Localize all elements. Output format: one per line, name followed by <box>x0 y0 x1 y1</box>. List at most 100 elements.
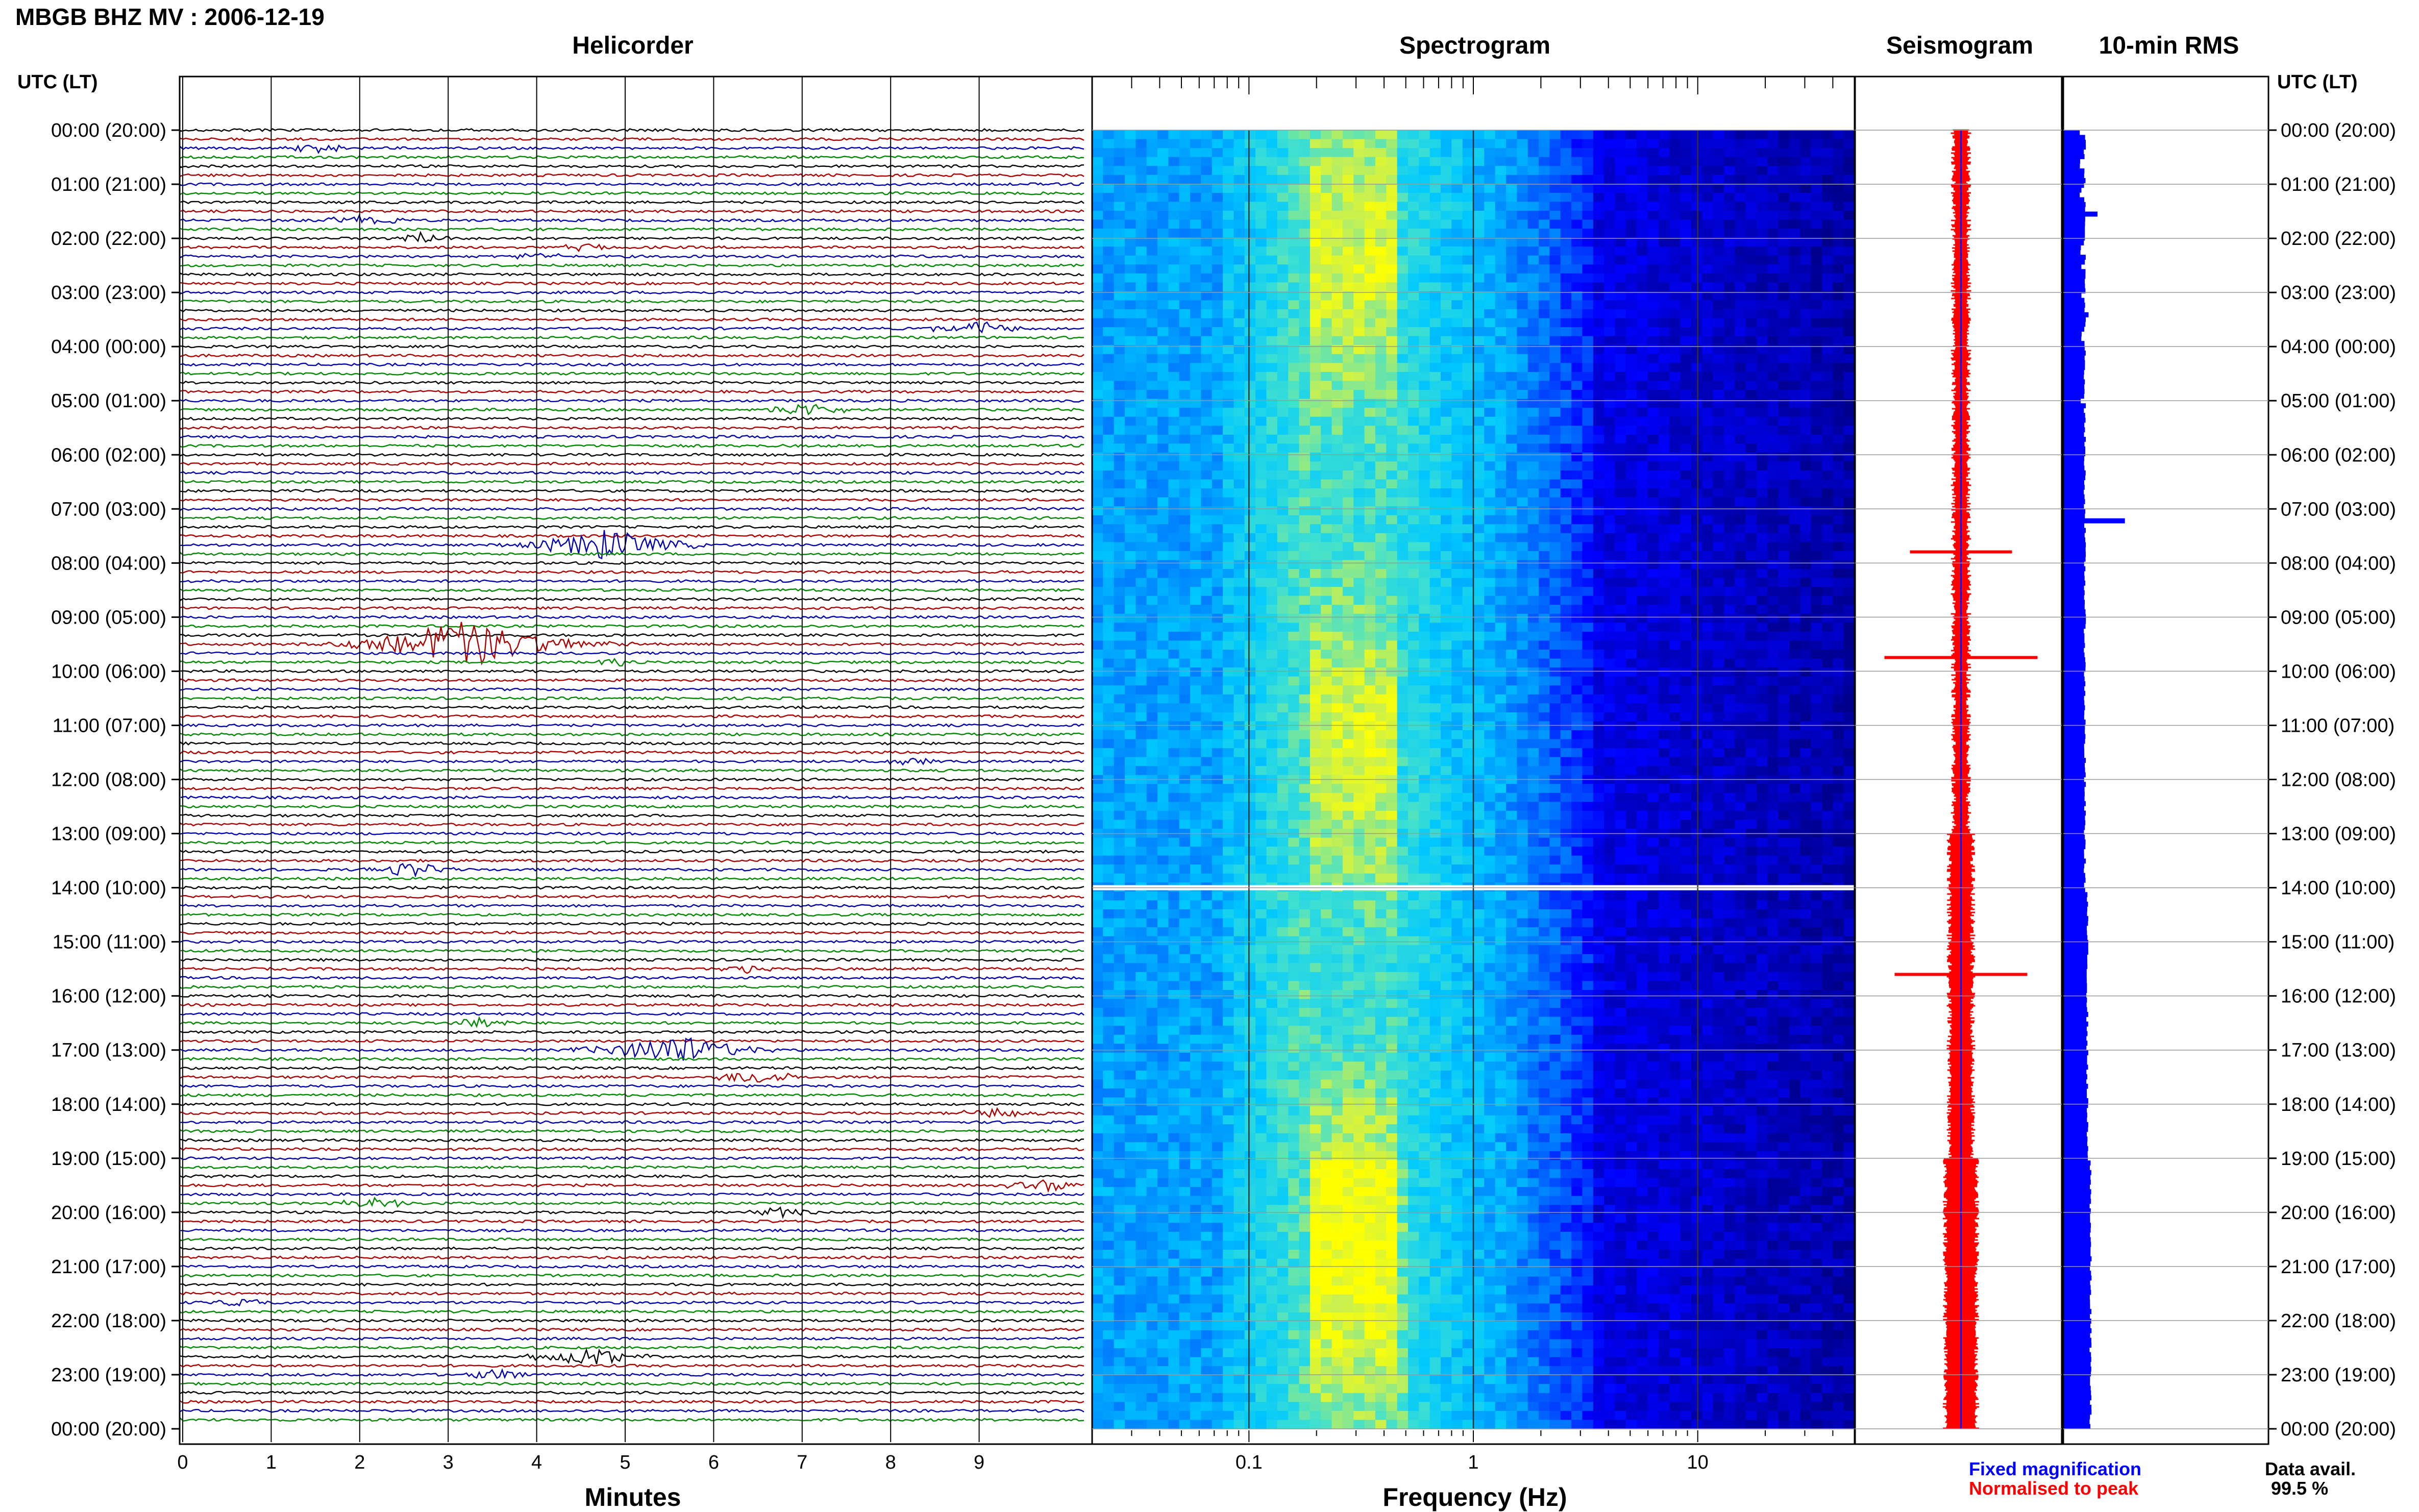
rms-bar <box>2063 672 2084 677</box>
rms-bar <box>2063 317 2086 323</box>
rms-bar <box>2063 696 2084 701</box>
helicorder-trace <box>180 371 1084 376</box>
rms-bar <box>2063 1088 2087 1094</box>
time-axis-label-right: UTC (LT) <box>2277 71 2358 93</box>
rms-bar <box>2063 642 2085 648</box>
rms-bar <box>2063 192 2080 197</box>
rms-bar <box>2063 178 2086 183</box>
rms-bar <box>2063 1007 2087 1012</box>
rms-bar <box>2063 1131 2087 1137</box>
rms-bar <box>2063 1371 2091 1377</box>
rms-bar <box>2063 714 2084 720</box>
helicorder-trace <box>180 1237 1084 1242</box>
helicorder-trace <box>180 912 1084 917</box>
rms-bar <box>2063 1361 2091 1367</box>
helicorder-trace <box>180 321 1084 334</box>
helicorder-trace <box>180 822 1084 827</box>
helicorder-trace <box>180 389 1084 394</box>
rms-bar <box>2063 628 2084 634</box>
time-label-right: 09:00 (05:00) <box>2281 607 2396 628</box>
rms-bar <box>2063 417 2086 423</box>
helicorder-trace <box>180 1174 1084 1179</box>
rms-bar <box>2063 720 2086 725</box>
helicorder-trace <box>180 281 1084 286</box>
rms-bar <box>2063 202 2086 207</box>
time-label-right: 13:00 (09:00) <box>2281 824 2396 845</box>
helicorder-trace <box>180 1264 1084 1269</box>
rms-bar <box>2063 508 2086 514</box>
time-label-right: 20:00 (16:00) <box>2281 1202 2396 1224</box>
legend-fixed: Fixed magnification <box>1969 1458 2141 1480</box>
frequency-tick-label: 10 <box>1687 1452 1709 1473</box>
legend-normalised: Normalised to peak <box>1969 1478 2138 1499</box>
rms-bar <box>2063 327 2085 332</box>
time-axis-label-left: UTC (LT) <box>17 71 98 93</box>
helicorder-trace <box>180 243 1084 253</box>
rms-bar <box>2063 681 2086 686</box>
rms-bar <box>2063 571 2085 576</box>
rms-bar <box>2063 1083 2088 1089</box>
helicorder-trace <box>180 840 1084 845</box>
rms-bar <box>2063 470 2086 476</box>
helicorder-trace <box>180 1219 1084 1224</box>
rms-bar <box>2063 844 2086 850</box>
data-availability-value: 99.5 % <box>2271 1478 2329 1499</box>
helicorder-trace <box>180 308 1084 313</box>
helicorder-trace <box>180 1381 1084 1386</box>
rms-bar <box>2063 279 2085 284</box>
helicorder-trace <box>180 657 1084 667</box>
rms-bar <box>2063 849 2084 854</box>
helicorder-trace <box>180 678 1084 683</box>
minute-tick-label: 9 <box>974 1452 984 1473</box>
helicorder-trace <box>180 624 1084 628</box>
rms-bar <box>2063 1026 2087 1031</box>
rms-bar <box>2063 226 2085 231</box>
helicorder-trace <box>180 128 1084 133</box>
rms-bar <box>2063 523 2085 528</box>
time-label-left: 02:00 (22:00) <box>51 228 166 250</box>
time-label-left: 15:00 (11:00) <box>53 932 166 953</box>
helicorder-trace <box>180 1016 1084 1028</box>
time-label-left: 09:00 (05:00) <box>51 607 166 628</box>
rms-bar <box>2063 1328 2092 1333</box>
helicorder-trace <box>180 1072 1084 1083</box>
helicorder-trace <box>180 939 1084 944</box>
rms-bar <box>2063 547 2086 552</box>
legend-normalised-text: Normalised to peak <box>1969 1478 2139 1499</box>
rms-bar <box>2063 207 2085 212</box>
rms-bar <box>2063 379 2085 385</box>
helicorder-trace <box>180 1012 1084 1016</box>
helicorder-trace <box>180 949 1084 953</box>
rms-bar <box>2063 983 2087 988</box>
helicorder-trace <box>180 976 1084 980</box>
helicorder-trace <box>180 1368 1084 1379</box>
rms-bar <box>2063 576 2085 581</box>
helicorder-title: Helicorder <box>572 32 694 59</box>
rms-bar <box>2063 791 2085 797</box>
rms-bar <box>2063 566 2086 572</box>
helicorder-trace <box>180 831 1084 836</box>
helicorder-trace <box>180 777 1084 782</box>
rms-bar <box>2063 1170 2091 1175</box>
rms-bar <box>2063 154 2085 159</box>
rms-bar <box>2063 269 2086 275</box>
rms-bar <box>2063 863 2085 869</box>
rms-bar <box>2063 1098 2088 1103</box>
rms-bar <box>2063 422 2085 428</box>
rms-bar <box>2063 782 2086 787</box>
helicorder-trace <box>180 1165 1084 1170</box>
helicorder-trace <box>180 930 1084 935</box>
helicorder-traces <box>180 128 1084 1422</box>
rms-bar <box>2063 163 2080 169</box>
helicorder-trace <box>180 757 1084 766</box>
helicorder-trace <box>180 687 1084 691</box>
helicorder-trace <box>180 1391 1084 1395</box>
helicorder-trace <box>180 813 1084 818</box>
rms-bar <box>2063 729 2085 734</box>
rms-bar <box>2063 1319 2091 1324</box>
rms-bar <box>2063 1127 2088 1132</box>
helicorder-trace <box>180 732 1084 737</box>
rms-bar <box>2063 1405 2092 1410</box>
rms-bar <box>2063 537 2086 543</box>
rms-bar <box>2063 288 2086 293</box>
